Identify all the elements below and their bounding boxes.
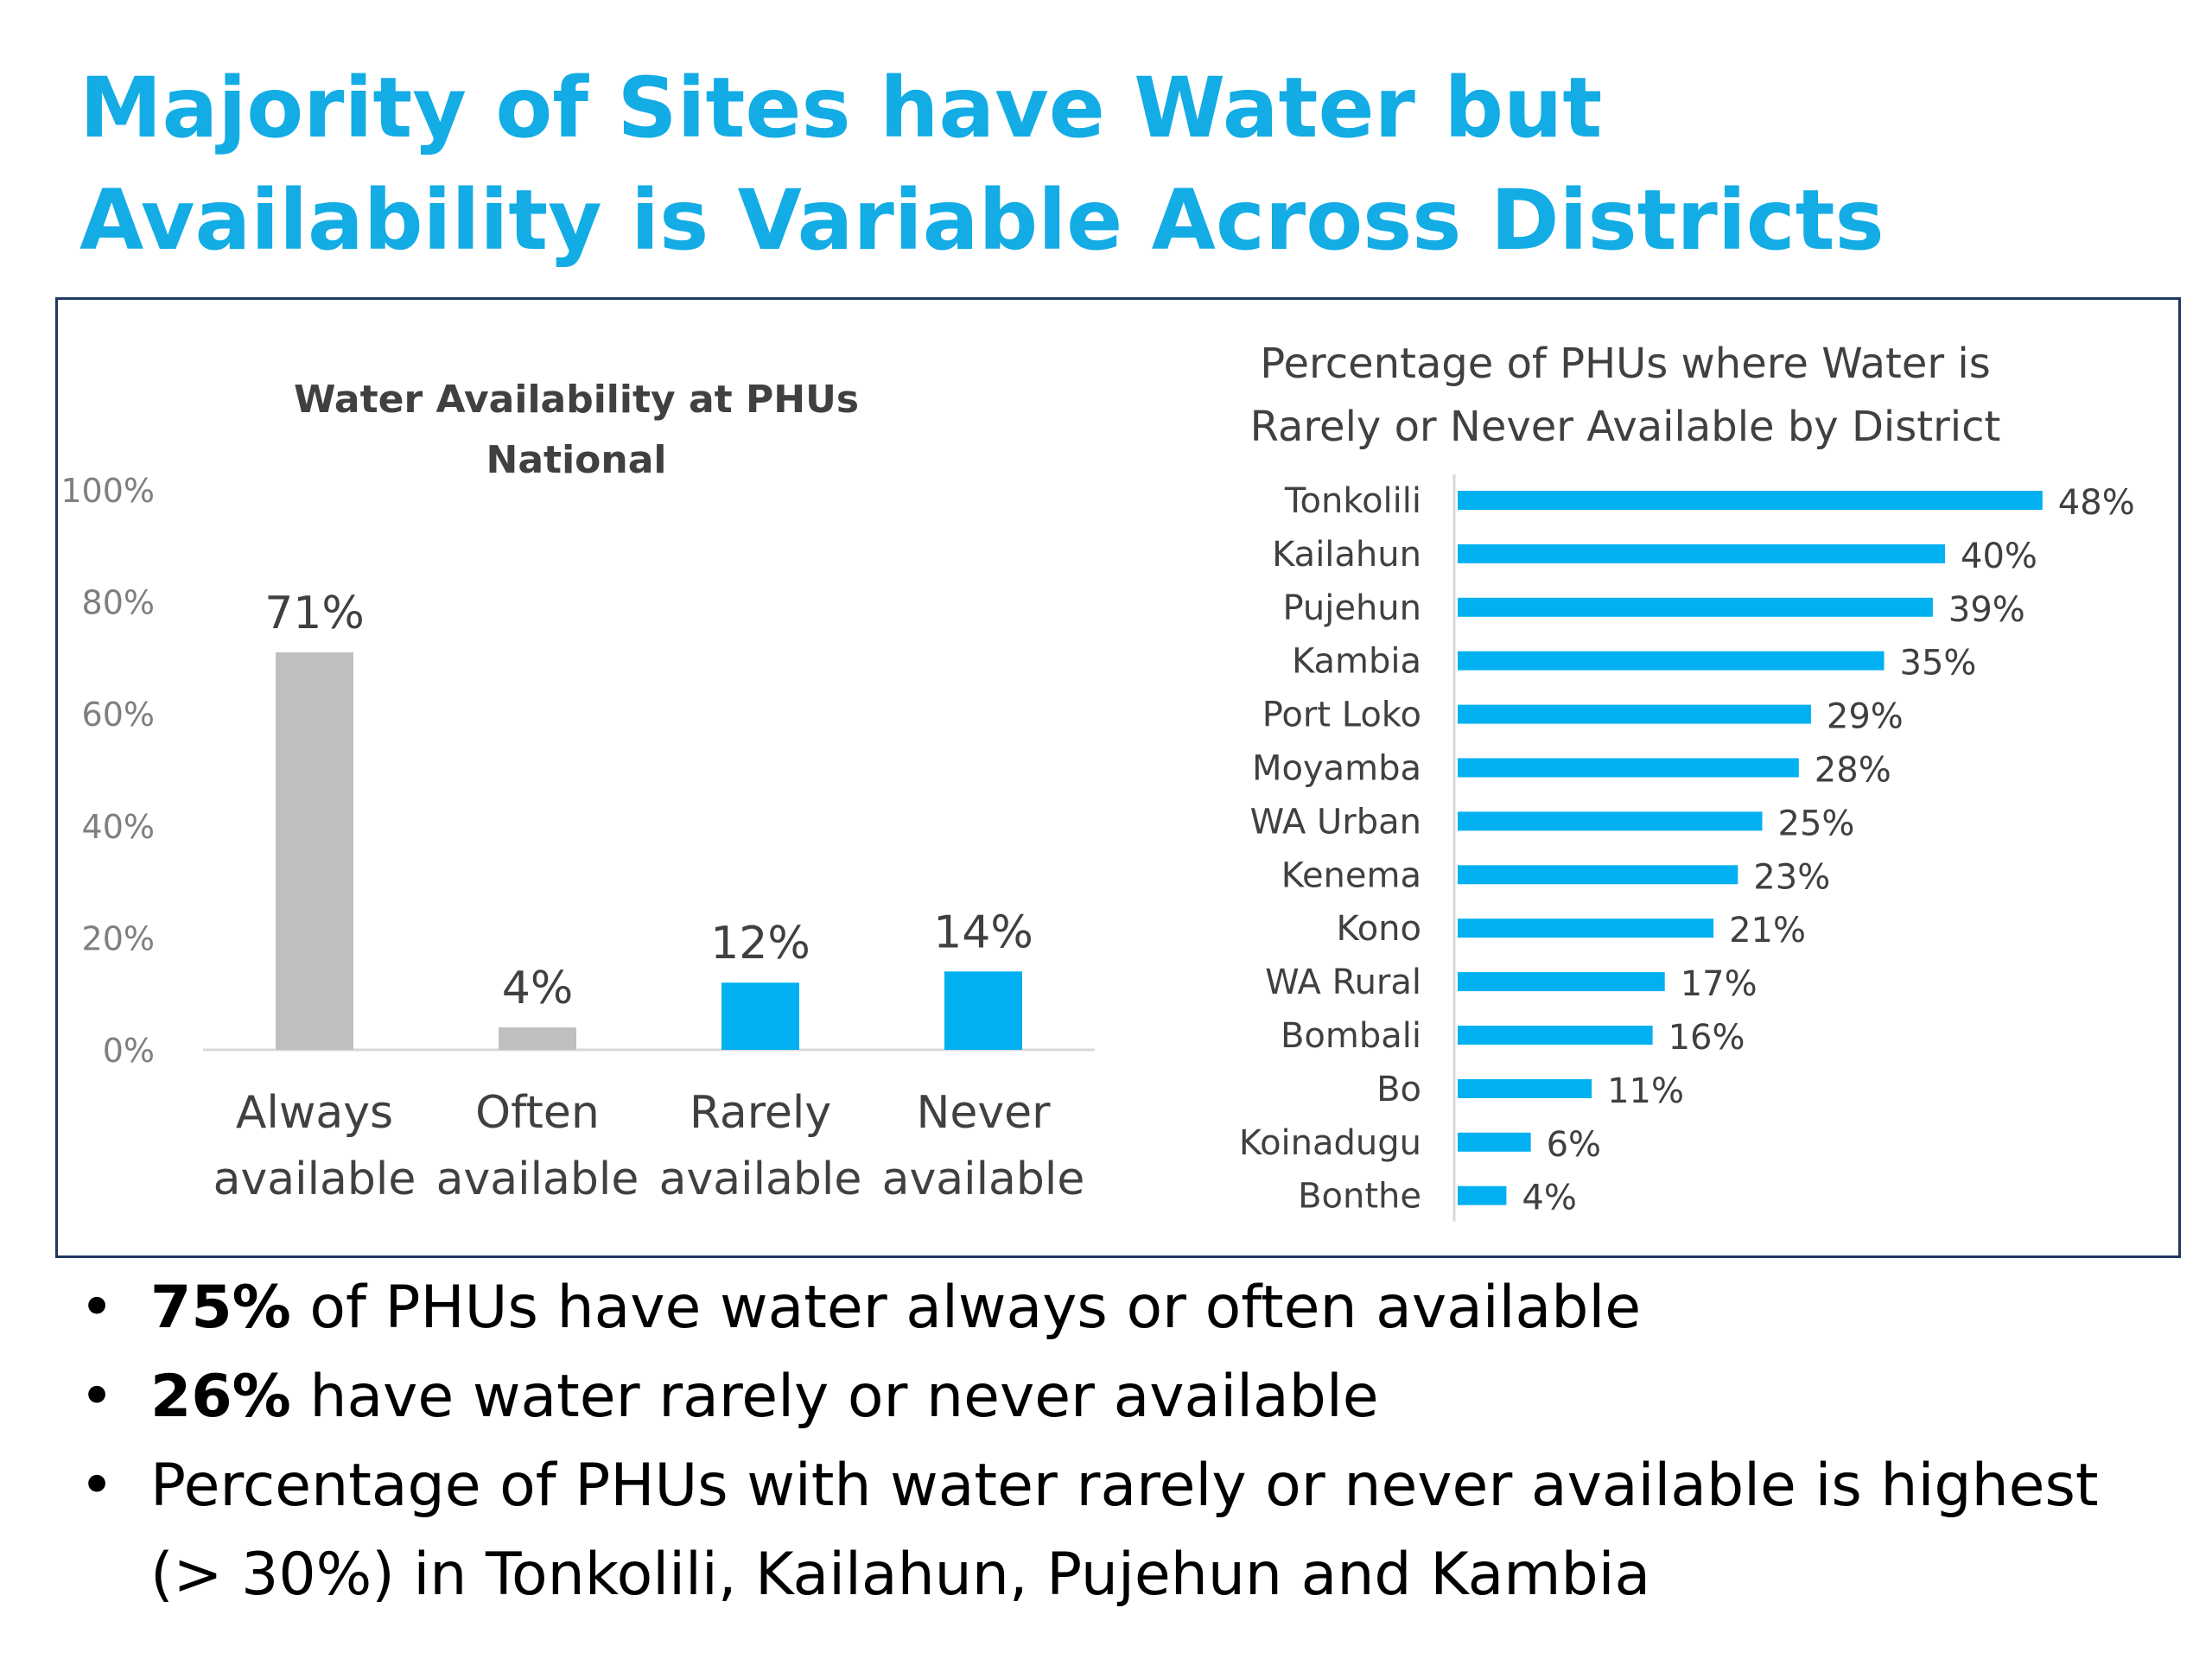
bar: [1458, 597, 1933, 617]
bar-value-label: 40%: [1961, 537, 2037, 576]
x-category-label: Always: [236, 1087, 393, 1139]
bar-value-label: 12%: [710, 918, 810, 969]
y-tick-label: 40%: [82, 808, 155, 846]
bar: [276, 652, 353, 1050]
finding-text: Percentage of PHUs with water rarely or …: [150, 1452, 2099, 1609]
bar-value-label: 14%: [933, 906, 1033, 958]
y-tick-label: 20%: [82, 919, 155, 957]
chart-title: Water Availability at PHUs: [294, 378, 859, 422]
district-label: Pujehun: [1282, 588, 1421, 628]
bar: [1458, 865, 1738, 885]
bar-value-label: 35%: [1900, 644, 1977, 683]
bar: [1458, 1078, 1592, 1098]
district-label: Bonthe: [1298, 1177, 1421, 1217]
district-label: Kailahun: [1272, 535, 1421, 575]
bar-value-label: 71%: [264, 588, 365, 639]
bar: [1458, 543, 1945, 563]
page-title: Majority of Sites have Water but Availab…: [79, 60, 1885, 269]
district-label: WA Rural: [1265, 963, 1421, 1002]
bar-value-label: 4%: [1522, 1179, 1576, 1218]
bar: [1458, 972, 1665, 992]
bar-value-label: 29%: [1827, 697, 1904, 737]
bar: [1458, 651, 1885, 671]
chart-title: Percentage of PHUs where Water is: [1260, 340, 1990, 388]
finding-text: have water rarely or never available: [290, 1363, 1379, 1431]
bar-value-label: 21%: [1729, 911, 1806, 950]
x-category-label: available: [882, 1154, 1085, 1205]
bar: [1458, 1185, 1507, 1205]
bar: [499, 1027, 576, 1050]
district-label: Koinadugu: [1239, 1123, 1421, 1163]
chart-title: Rarely or Never Available by District: [1250, 403, 2001, 451]
bar-value-label: 48%: [2058, 483, 2135, 523]
bar: [1458, 811, 1763, 831]
x-category-label: available: [436, 1154, 639, 1205]
finding-text: of PHUs have water always or often avail…: [290, 1274, 1642, 1342]
finding-item: Percentage of PHUs with water rarely or …: [78, 1441, 2169, 1619]
finding-bold: 26%: [150, 1363, 291, 1431]
district-label: Bombali: [1281, 1016, 1421, 1056]
bar-value-label: 39%: [1948, 590, 2025, 630]
bar: [1458, 1132, 1531, 1152]
x-category-label: Never: [916, 1087, 1051, 1139]
x-category-label: available: [213, 1154, 416, 1205]
bar-value-label: 4%: [502, 963, 574, 1014]
chart-panel: Water Availability at PHUs National 0% 20% 4…: [55, 297, 2181, 1258]
bar-value-label: 16%: [1669, 1018, 1745, 1058]
bar: [1458, 704, 1811, 724]
x-category-label: Often: [475, 1087, 600, 1139]
district-label: Kenema: [1281, 855, 1421, 895]
bar: [1458, 758, 1799, 778]
bar-value-label: 25%: [1778, 804, 1855, 843]
charts-svg: Water Availability at PHUs National 0% 20% 4…: [60, 340, 2135, 1222]
findings-list: 75% of PHUs have water always or often a…: [78, 1263, 2169, 1619]
bar-value-label: 28%: [1815, 751, 1891, 791]
chart-title: National: [486, 438, 667, 482]
y-tick-label: 100%: [60, 472, 155, 510]
y-tick-label: 60%: [82, 696, 155, 734]
x-category-label: Rarely: [690, 1087, 831, 1139]
finding-item: 75% of PHUs have water always or often a…: [78, 1263, 2169, 1352]
district-label: Moyamba: [1252, 749, 1421, 789]
bar: [721, 982, 799, 1050]
bar-value-label: 6%: [1547, 1125, 1601, 1165]
y-tick-label: 80%: [82, 584, 155, 622]
district-label: Bo: [1376, 1070, 1421, 1109]
district-label: Port Loko: [1262, 696, 1421, 735]
bar: [1458, 1026, 1653, 1045]
bar-value-label: 23%: [1753, 857, 1830, 897]
bar: [1458, 918, 1714, 938]
district-label: Kono: [1336, 909, 1421, 949]
bar-value-label: 11%: [1607, 1071, 1684, 1111]
x-category-label: available: [659, 1154, 862, 1205]
district-label: WA Urban: [1250, 802, 1421, 842]
y-tick-label: 0%: [103, 1032, 155, 1070]
bar-value-label: 17%: [1681, 964, 1758, 1004]
finding-bold: 75%: [150, 1274, 291, 1342]
district-label: Tonkolili: [1284, 481, 1421, 521]
bar: [1458, 491, 2043, 510]
bar: [944, 971, 1022, 1050]
district-label: Kambia: [1292, 642, 1421, 682]
finding-item: 26% have water rarely or never available: [78, 1352, 2169, 1441]
